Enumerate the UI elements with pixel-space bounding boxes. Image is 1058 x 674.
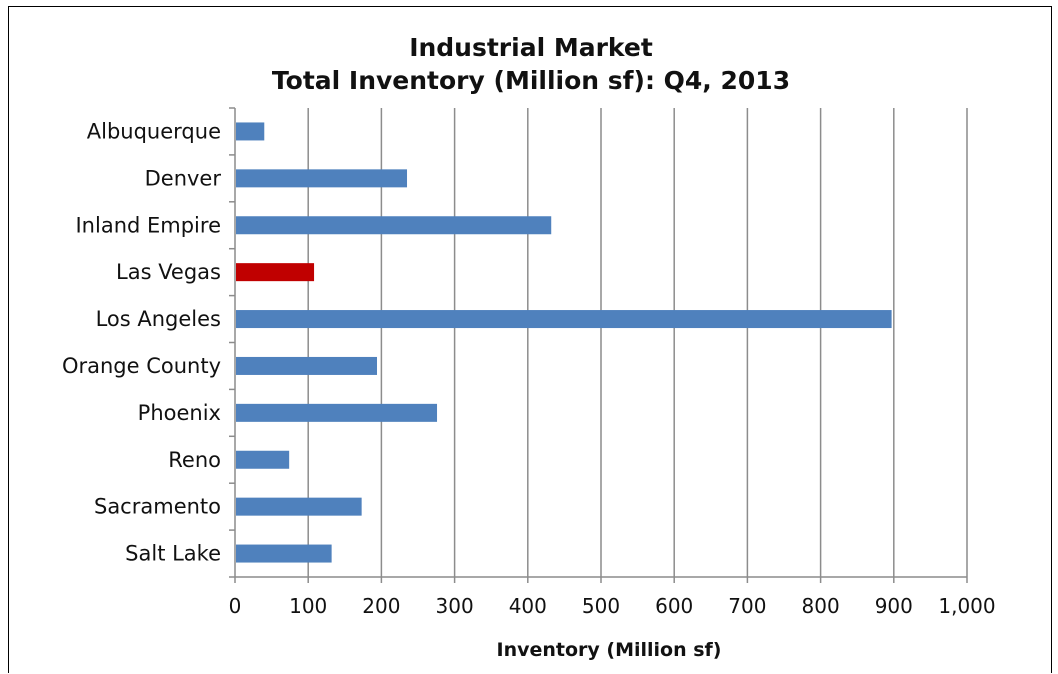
x-tick-label: 0 (229, 594, 242, 618)
bar (236, 169, 408, 188)
category-label: Inland Empire (75, 213, 221, 237)
category-label: Sacramento (94, 495, 221, 519)
x-tick-label: 900 (875, 594, 913, 618)
chart-title: Industrial Market (409, 33, 653, 62)
x-tick-label: 500 (582, 594, 620, 618)
bars (236, 122, 892, 563)
bar (236, 497, 362, 516)
category-label: Denver (145, 166, 222, 190)
x-axis-title: Inventory (Million sf) (497, 639, 722, 661)
bar (236, 450, 290, 469)
bar (236, 263, 315, 282)
x-tick-label: 300 (436, 594, 474, 618)
bar (236, 544, 332, 563)
category-label: Reno (168, 448, 221, 472)
x-tick-label: 1,000 (938, 594, 995, 618)
plot-area: 0 100 200 300 400 500 600 700 800 900 1,000 Albuque… (62, 107, 996, 661)
bar (236, 356, 378, 375)
bar (236, 310, 892, 329)
gridlines (307, 108, 968, 577)
category-label: Albuquerque (87, 119, 221, 143)
x-tick-label: 200 (362, 594, 400, 618)
labels: 0 100 200 300 400 500 600 700 800 900 1,000 Albuque… (62, 119, 996, 618)
bar (236, 403, 438, 422)
category-label: Salt Lake (125, 542, 221, 566)
category-label: Orange County (62, 354, 221, 378)
chart-subtitle: Total Inventory (Million sf): Q4, 2013 (271, 66, 791, 95)
category-label: Las Vegas (116, 260, 221, 284)
x-tick-label: 800 (802, 594, 840, 618)
x-tick-label: 700 (728, 594, 766, 618)
bar (236, 122, 265, 141)
x-tick-label: 400 (509, 594, 547, 618)
axes (229, 107, 968, 583)
chart-frame: Industrial Market Total Inventory (Milli… (8, 6, 1052, 673)
category-label: Phoenix (138, 401, 221, 425)
x-tick-label: 100 (289, 594, 327, 618)
category-label: Los Angeles (96, 307, 221, 331)
bar (236, 216, 552, 235)
x-tick-label: 600 (655, 594, 693, 618)
